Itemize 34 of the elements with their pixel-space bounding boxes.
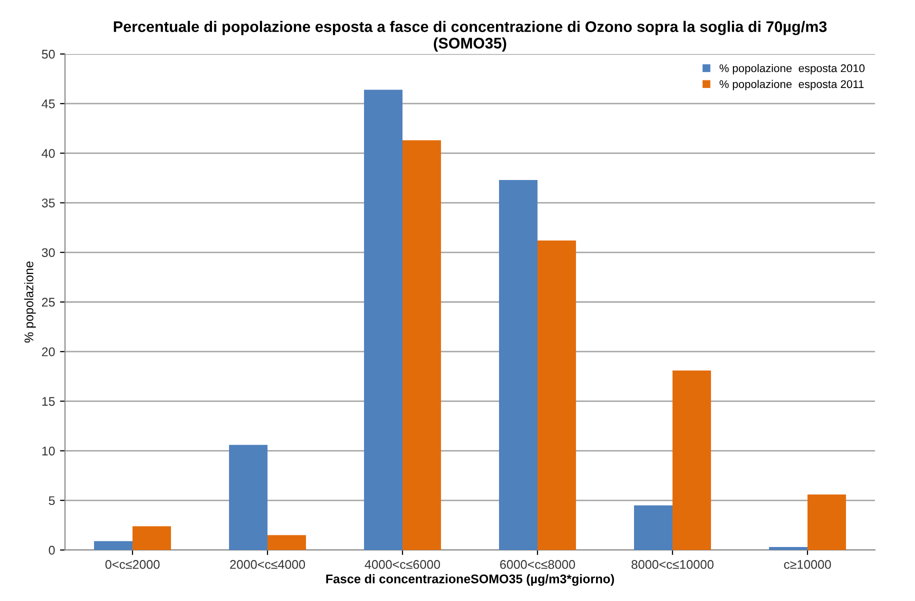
y-tick-label: 40 bbox=[42, 149, 55, 158]
y-tick-label: 0 bbox=[48, 546, 55, 555]
y-tick-label: 10 bbox=[42, 446, 55, 456]
x-tick-label: 4000<c≤6000 bbox=[364, 560, 440, 569]
x-tick-label: 2000<c≤4000 bbox=[230, 560, 306, 569]
x-tick-label: 6000<c≤8000 bbox=[500, 560, 576, 569]
y-tick-label: 5 bbox=[48, 496, 55, 506]
bar bbox=[402, 140, 441, 550]
y-tick-label: 15 bbox=[42, 397, 55, 406]
x-tick-label: c≥10000 bbox=[784, 560, 831, 569]
y-tick-label: 35 bbox=[42, 198, 55, 208]
y-tick-label: 25 bbox=[42, 298, 55, 307]
bar bbox=[364, 90, 402, 550]
bar bbox=[499, 180, 538, 550]
bar bbox=[808, 494, 846, 550]
bar bbox=[94, 541, 132, 550]
chart-title: Percentuale di popolazione esposta a fasce di concentrazione di Ozono sopra la soglia di 70µg/m3 (SOMO35) bbox=[114, 20, 827, 52]
y-tick-label: 50 bbox=[42, 50, 55, 59]
bar bbox=[769, 547, 808, 550]
legend-label: % popolazione esposta 2010 bbox=[720, 64, 865, 74]
y-tick-label: 30 bbox=[42, 248, 55, 258]
x-tick-label: 0<c≤2000 bbox=[105, 560, 160, 569]
legend-label: % popolazione esposta 2011 bbox=[720, 80, 864, 90]
bar bbox=[538, 240, 576, 550]
y-tick-label: 45 bbox=[42, 100, 55, 108]
x-axis-title: Fasce di concentrazioneSOMO35 (µg/m3*giorno) bbox=[326, 574, 614, 586]
y-axis-title: % popolazione bbox=[24, 262, 36, 343]
x-tick-label: 8000<c≤10000 bbox=[632, 560, 714, 569]
bar bbox=[229, 444, 268, 550]
bar bbox=[634, 505, 672, 550]
bar bbox=[268, 535, 306, 550]
bar bbox=[132, 526, 171, 550]
y-tick-label: 20 bbox=[42, 347, 55, 356]
bar bbox=[672, 370, 711, 550]
